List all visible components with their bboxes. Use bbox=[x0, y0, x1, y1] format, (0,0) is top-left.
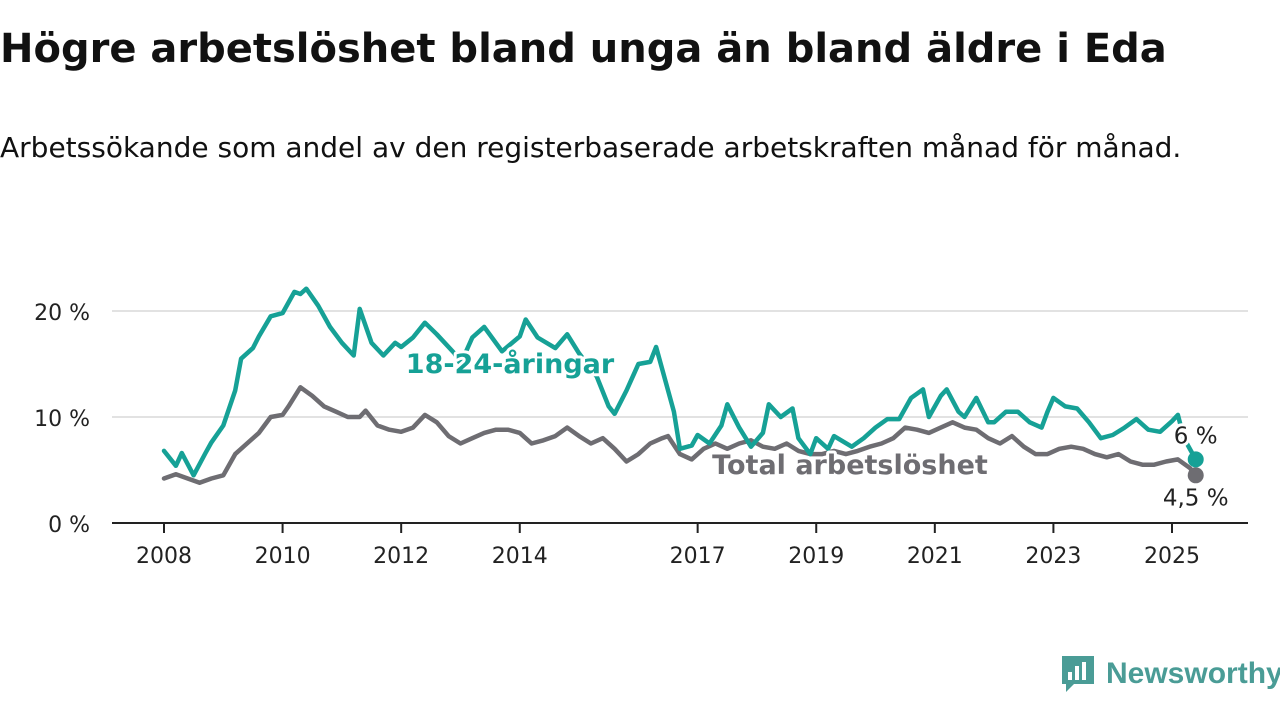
series-end-label: 6 % bbox=[1174, 423, 1218, 449]
x-tick-label: 2019 bbox=[788, 544, 844, 569]
series-name-label: 18-24-åringar bbox=[406, 348, 615, 380]
y-axis-ticks: 0 % 10 % 20 % bbox=[34, 301, 90, 538]
x-tick-label: 2008 bbox=[136, 544, 192, 569]
x-tick-label: 2014 bbox=[492, 544, 548, 569]
y-tick-label: 20 % bbox=[34, 301, 90, 326]
series-labels: 18-24-åringar Total arbetslöshet 6 % 4,5 % bbox=[403, 345, 1232, 514]
series-lines bbox=[161, 286, 1204, 485]
x-axis: 2008 2010 2012 2014 2017 2019 2021 2023 2025 bbox=[112, 522, 1248, 569]
chart-title: Högre arbetslöshet bland unga än bland ä… bbox=[0, 26, 1167, 72]
y-tick-label: 10 % bbox=[34, 407, 90, 432]
newsworthy-logo-icon bbox=[1062, 656, 1094, 692]
chart-subtitle: Arbetssökande som andel av den registerb… bbox=[0, 131, 1182, 164]
x-tick-label: 2010 bbox=[255, 544, 311, 569]
x-tick-label: 2023 bbox=[1025, 544, 1081, 569]
x-tick-label: 2017 bbox=[670, 544, 726, 569]
series-end-point bbox=[1187, 467, 1204, 484]
brand: Newsworthy bbox=[1060, 654, 1280, 694]
gridlines bbox=[112, 310, 1248, 418]
series-end-label: 4,5 % bbox=[1163, 485, 1229, 511]
x-tick-label: 2012 bbox=[373, 544, 429, 569]
series-end-point bbox=[1187, 451, 1204, 468]
brand-label: Newsworthy bbox=[1106, 657, 1280, 690]
series-line bbox=[161, 286, 1198, 478]
series-line bbox=[161, 385, 1198, 485]
x-tick-label: 2025 bbox=[1144, 544, 1200, 569]
y-tick-label: 0 % bbox=[48, 513, 90, 538]
x-tick-label: 2021 bbox=[907, 544, 963, 569]
series-name-label: Total arbetslöshet bbox=[712, 450, 988, 481]
